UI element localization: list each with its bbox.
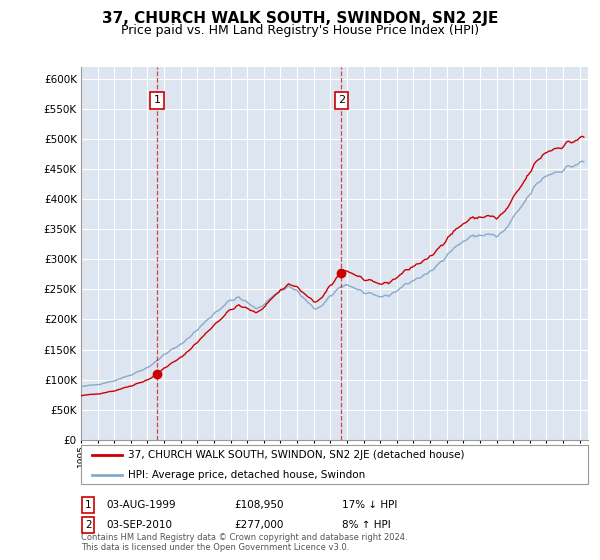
Text: 37, CHURCH WALK SOUTH, SWINDON, SN2 2JE (detached house): 37, CHURCH WALK SOUTH, SWINDON, SN2 2JE … (128, 450, 464, 460)
Text: £108,950: £108,950 (234, 500, 284, 510)
Text: 1: 1 (85, 500, 92, 510)
Text: 8% ↑ HPI: 8% ↑ HPI (342, 520, 391, 530)
Text: Price paid vs. HM Land Registry's House Price Index (HPI): Price paid vs. HM Land Registry's House … (121, 24, 479, 36)
Text: 2: 2 (85, 520, 92, 530)
Text: £277,000: £277,000 (234, 520, 283, 530)
Text: 03-AUG-1999: 03-AUG-1999 (106, 500, 176, 510)
Text: 37, CHURCH WALK SOUTH, SWINDON, SN2 2JE: 37, CHURCH WALK SOUTH, SWINDON, SN2 2JE (102, 11, 498, 26)
Text: 17% ↓ HPI: 17% ↓ HPI (342, 500, 397, 510)
Text: 1: 1 (154, 95, 161, 105)
Text: 2: 2 (338, 95, 345, 105)
Text: HPI: Average price, detached house, Swindon: HPI: Average price, detached house, Swin… (128, 470, 365, 480)
Text: Contains HM Land Registry data © Crown copyright and database right 2024.
This d: Contains HM Land Registry data © Crown c… (81, 533, 407, 552)
Text: 03-SEP-2010: 03-SEP-2010 (106, 520, 172, 530)
